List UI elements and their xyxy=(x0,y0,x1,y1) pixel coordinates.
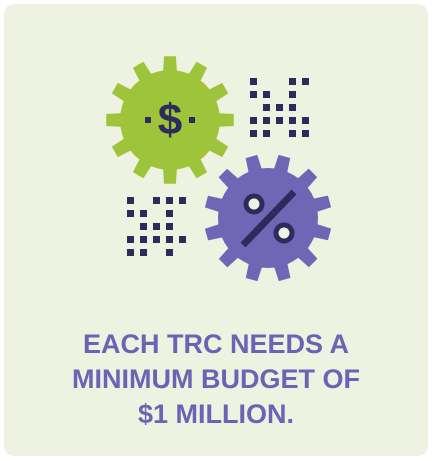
grid-dot xyxy=(166,223,173,230)
percent-slash xyxy=(240,189,297,248)
grid-dot xyxy=(289,117,296,124)
grid-dot xyxy=(302,78,309,85)
grid-dot xyxy=(302,117,309,124)
grid-dot xyxy=(263,117,270,124)
grid-dot xyxy=(140,223,147,230)
percent-dot xyxy=(273,222,295,244)
grid-dot xyxy=(250,117,257,124)
grid-dot xyxy=(127,249,134,256)
grid-dot xyxy=(289,130,296,137)
headline-line: $1 MILLION. xyxy=(138,399,294,429)
grid-dot xyxy=(263,130,270,137)
grid-dot xyxy=(153,197,160,204)
grid-dot xyxy=(263,104,270,111)
grid-dot xyxy=(140,210,147,217)
grid-dot xyxy=(153,223,160,230)
grid-dot xyxy=(250,78,257,85)
headline-line: EACH TRC NEEDS A xyxy=(83,329,349,359)
dollar-symbol: $ xyxy=(158,96,182,145)
grid-dot xyxy=(276,117,283,124)
grid-dot xyxy=(289,78,296,85)
grid-dot xyxy=(127,197,134,204)
grid-dot xyxy=(289,91,296,98)
grid-dot xyxy=(140,236,147,243)
grid-dot xyxy=(166,249,173,256)
percent-dot xyxy=(243,193,265,215)
grid-dot xyxy=(250,130,257,137)
grid-dot xyxy=(166,197,173,204)
gear-dot xyxy=(145,117,151,123)
gear-dot xyxy=(189,117,195,123)
grid-dot xyxy=(166,236,173,243)
grid-dot xyxy=(276,104,283,111)
gear xyxy=(106,56,234,184)
grid-dot xyxy=(289,104,296,111)
grid-dot xyxy=(140,249,147,256)
grid-dot xyxy=(179,236,186,243)
grid-dot xyxy=(302,130,309,137)
grid-dot xyxy=(153,236,160,243)
headline-line: MINIMUM BUDGET OF xyxy=(72,364,360,394)
grid-dot xyxy=(127,210,134,217)
grid-dot xyxy=(127,236,134,243)
grid-dot xyxy=(250,91,257,98)
grid-dot xyxy=(263,91,270,98)
grid-dot xyxy=(166,210,173,217)
grid-dot xyxy=(179,197,186,204)
illustration xyxy=(106,56,332,282)
